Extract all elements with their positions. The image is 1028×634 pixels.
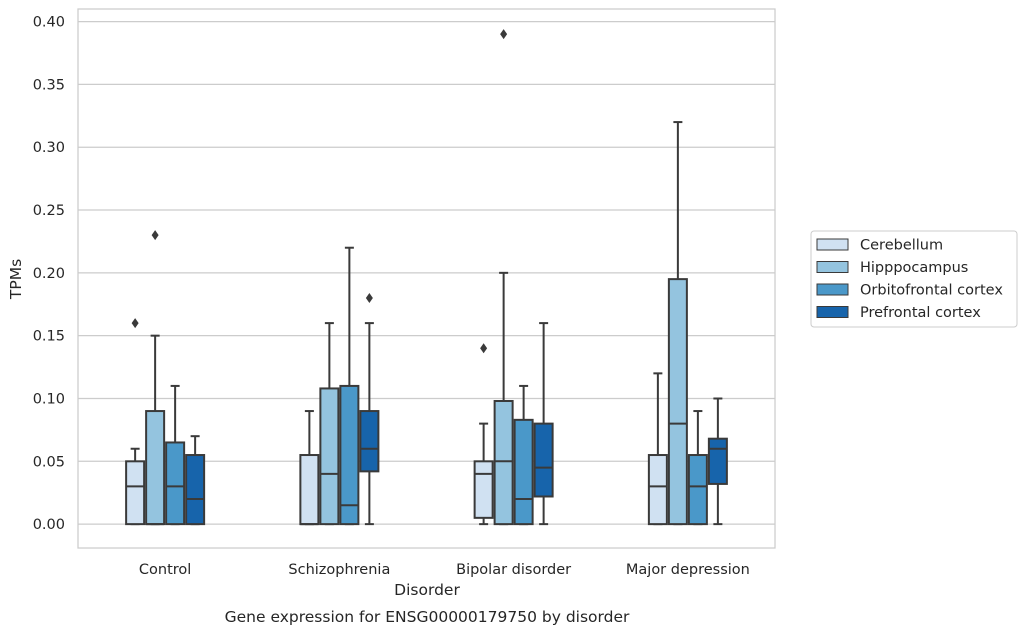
plot-frame bbox=[77, 8, 776, 549]
box-group bbox=[125, 318, 146, 526]
y-axis-ticks: 0.00 0.05 0.10 0.15 0.20 0.25 0.30 0.35 0.40 bbox=[33, 15, 65, 534]
chart-caption: Gene expression for ENSG00000179750 by d… bbox=[225, 608, 630, 626]
box bbox=[473, 460, 494, 519]
box-group bbox=[185, 435, 206, 526]
y-tick-label: 0.15 bbox=[33, 329, 65, 345]
legend-swatch bbox=[816, 238, 849, 251]
y-axis-title: TPMs bbox=[7, 259, 25, 300]
box bbox=[299, 454, 320, 526]
legend-label: Orbitofrontal cortex bbox=[860, 283, 1003, 299]
y-tick-label: 0.05 bbox=[33, 454, 65, 470]
box-group bbox=[145, 230, 166, 526]
outlier-point bbox=[131, 318, 139, 329]
box-group bbox=[165, 384, 186, 526]
x-axis-title: Disorder bbox=[394, 581, 460, 599]
box bbox=[165, 441, 186, 526]
box-group bbox=[339, 246, 360, 526]
box bbox=[185, 454, 206, 526]
box-group bbox=[533, 322, 554, 526]
y-tick-label: 0.10 bbox=[33, 391, 65, 407]
legend-swatch bbox=[816, 261, 849, 273]
box-group bbox=[493, 29, 514, 526]
box bbox=[647, 454, 668, 526]
box-group bbox=[473, 343, 494, 526]
box bbox=[533, 422, 554, 498]
box-group bbox=[687, 410, 708, 526]
legend-label: Cerebellum bbox=[860, 238, 943, 254]
box bbox=[493, 400, 514, 526]
box bbox=[687, 454, 708, 526]
x-axis-ticks: Control Schizophrenia Bipolar disorder Majo… bbox=[139, 562, 750, 578]
box-group bbox=[667, 121, 688, 526]
legend-label: Prefrontal cortex bbox=[860, 305, 981, 321]
box bbox=[145, 410, 166, 526]
box bbox=[707, 437, 728, 485]
y-tick-label: 0.35 bbox=[33, 77, 65, 93]
x-tick-label: Bipolar disorder bbox=[456, 562, 571, 578]
y-tick-label: 0.20 bbox=[33, 266, 65, 282]
y-tick-label: 0.30 bbox=[33, 140, 65, 156]
box bbox=[339, 384, 360, 526]
box bbox=[513, 418, 534, 526]
y-tick-label: 0.00 bbox=[33, 517, 65, 533]
legend: Cerebellum Hipppocampus Orbitofrontal cort… bbox=[810, 230, 1018, 328]
y-tick-label: 0.40 bbox=[33, 15, 65, 31]
legend-swatch bbox=[816, 306, 849, 318]
box bbox=[359, 410, 380, 473]
outlier-point bbox=[151, 230, 159, 241]
y-tick-label: 0.25 bbox=[33, 203, 65, 219]
box-group bbox=[359, 292, 380, 526]
x-tick-label: Major depression bbox=[626, 562, 750, 578]
legend-label: Hipppocampus bbox=[860, 260, 968, 276]
x-tick-label: Schizophrenia bbox=[288, 562, 390, 578]
outlier-point bbox=[500, 29, 508, 40]
x-tick-label: Control bbox=[139, 562, 191, 578]
box bbox=[125, 460, 146, 526]
box-group bbox=[299, 410, 320, 526]
box-group bbox=[319, 322, 340, 526]
box bbox=[667, 278, 688, 526]
outlier-point bbox=[480, 343, 488, 354]
plot-boxes bbox=[125, 29, 728, 526]
box-group bbox=[513, 384, 534, 526]
box-group bbox=[647, 372, 668, 526]
legend-swatch bbox=[816, 283, 849, 296]
box bbox=[319, 387, 340, 526]
box-group bbox=[707, 397, 728, 526]
legend-frame bbox=[810, 230, 1018, 328]
outlier-point bbox=[365, 292, 373, 303]
